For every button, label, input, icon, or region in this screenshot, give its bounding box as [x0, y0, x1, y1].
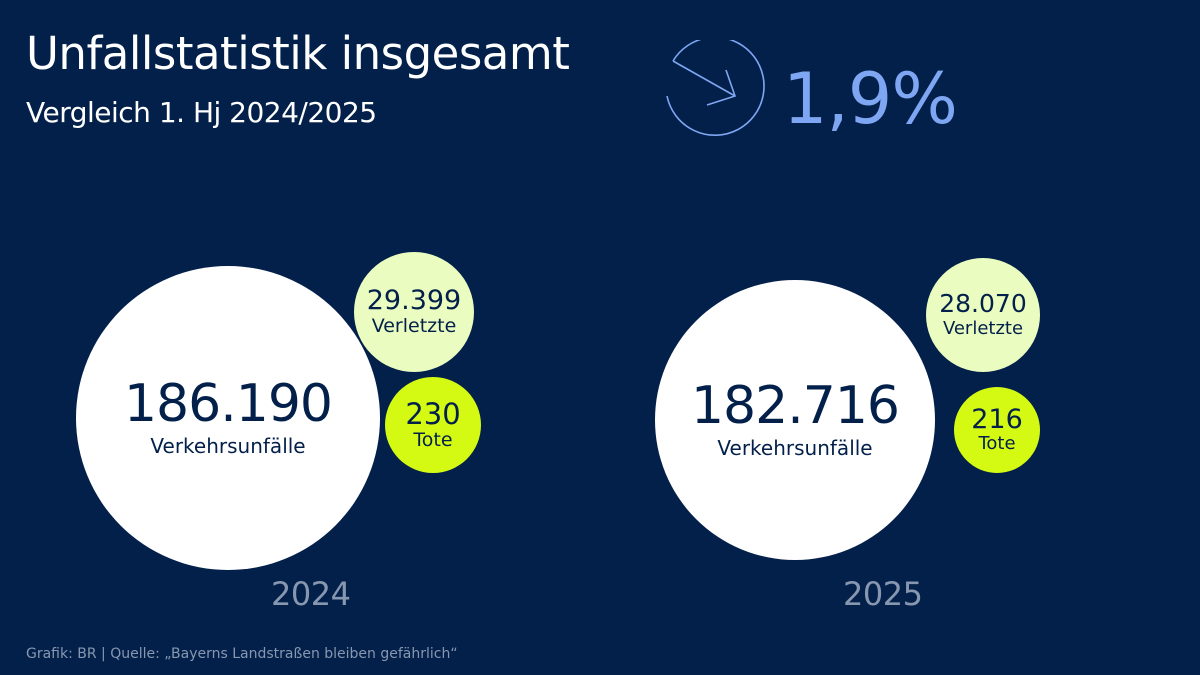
accidents-value-2024: 186.190 — [123, 374, 333, 434]
injured-label-2024: Verletzte — [371, 315, 457, 338]
dead-circle-2024: 230 Tote — [385, 377, 481, 473]
injured-value-2024: 29.399 — [366, 284, 462, 316]
accidents-label-2024: Verkehrsunfälle — [150, 434, 306, 458]
injured-value-2025: 28.070 — [939, 289, 1027, 319]
accidents-label-2025: Verkehrsunfälle — [717, 436, 873, 460]
dead-circle-2025: 216 Tote — [954, 387, 1040, 473]
year-label-2024: 2024 — [271, 575, 351, 613]
accidents-circle-2025: 182.716 Verkehrsunfälle — [655, 280, 935, 560]
year-label-2025: 2025 — [843, 575, 923, 613]
injured-circle-2024: 29.399 Verletzte — [354, 252, 474, 372]
dead-label-2025: Tote — [978, 433, 1016, 454]
page-subtitle: Vergleich 1. Hj 2024/2025 — [26, 96, 377, 129]
injured-circle-2025: 28.070 Verletzte — [926, 258, 1040, 372]
arrow-down-right-circle-icon — [666, 40, 765, 136]
page-title: Unfallstatistik insgesamt — [26, 27, 570, 80]
dead-value-2025: 216 — [971, 404, 1023, 435]
dead-label-2024: Tote — [413, 428, 453, 451]
accidents-circle-2024: 186.190 Verkehrsunfälle — [76, 266, 380, 570]
dead-value-2024: 230 — [405, 396, 461, 431]
accidents-value-2025: 182.716 — [690, 376, 900, 436]
source-footer: Grafik: BR | Quelle: „Bayerns Landstraße… — [26, 646, 458, 662]
injured-label-2025: Verletzte — [942, 317, 1024, 339]
change-percentage: 1,9% — [783, 58, 958, 140]
